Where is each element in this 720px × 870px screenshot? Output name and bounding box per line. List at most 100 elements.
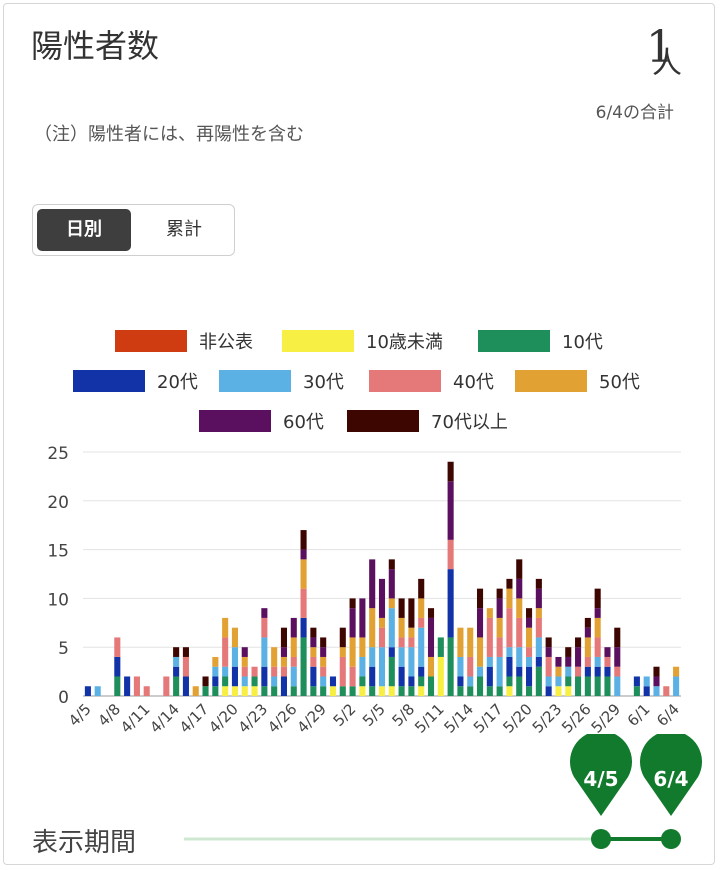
bar-segment[interactable] (594, 617, 601, 638)
bar-segment[interactable] (526, 617, 533, 628)
bar-segment[interactable] (241, 666, 248, 677)
bar-segment[interactable] (555, 676, 562, 687)
bar-segment[interactable] (516, 617, 523, 648)
bar-segment[interactable] (359, 676, 366, 687)
bar-segment[interactable] (447, 461, 454, 482)
bar-segment[interactable] (241, 676, 248, 687)
bar-segment[interactable] (476, 588, 484, 609)
bar-segment[interactable] (378, 617, 386, 628)
bar-segment[interactable] (516, 676, 523, 696)
tab-cumulative[interactable]: 累計 (166, 219, 202, 240)
bar-segment[interactable] (369, 559, 376, 609)
bar-segment[interactable] (535, 617, 542, 638)
bar-segment[interactable] (202, 686, 209, 696)
bar-segment[interactable] (378, 627, 386, 648)
bar-segment[interactable] (251, 666, 258, 677)
bar-segment[interactable] (222, 686, 229, 696)
bar-segment[interactable] (261, 686, 268, 696)
bar-segment[interactable] (565, 647, 572, 657)
bar-segment[interactable] (388, 569, 395, 599)
bar-segment[interactable] (369, 686, 376, 696)
bar-segment[interactable] (300, 637, 307, 696)
bar-segment[interactable] (251, 686, 258, 696)
bar-segment[interactable] (486, 686, 493, 696)
bar-segment[interactable] (241, 647, 248, 657)
bar-segment[interactable] (349, 608, 356, 638)
slider-handle-group[interactable]: 4/5 (570, 734, 632, 849)
bar-segment[interactable] (476, 608, 484, 638)
bar-segment[interactable] (398, 637, 405, 648)
bar-segment[interactable] (526, 656, 533, 667)
bar-segment[interactable] (447, 539, 454, 570)
bar-segment[interactable] (418, 666, 425, 677)
bar-segment[interactable] (545, 686, 552, 696)
bar-segment[interactable] (310, 686, 317, 696)
bar-segment[interactable] (408, 686, 415, 696)
bar-segment[interactable] (496, 617, 503, 638)
bar-segment[interactable] (418, 686, 425, 696)
bar-segment[interactable] (575, 647, 582, 667)
bar-segment[interactable] (496, 598, 503, 618)
bar-segment[interactable] (329, 676, 337, 687)
bar-segment[interactable] (212, 686, 219, 696)
bar-segment[interactable] (388, 559, 395, 570)
bar-segment[interactable] (496, 637, 503, 657)
bar-segment[interactable] (280, 647, 288, 657)
bar-segment[interactable] (604, 647, 611, 657)
bar-segment[interactable] (369, 666, 376, 687)
bar-segment[interactable] (418, 578, 425, 599)
bar-segment[interactable] (310, 647, 317, 657)
bar-segment[interactable] (418, 617, 425, 628)
bar-segment[interactable] (584, 617, 591, 628)
bar-segment[interactable] (398, 617, 405, 638)
bar-segment[interactable] (388, 686, 395, 696)
bar-segment[interactable] (163, 676, 170, 696)
bar-segment[interactable] (653, 686, 660, 696)
bar-segment[interactable] (320, 666, 327, 677)
bar-segment[interactable] (398, 647, 405, 667)
bar-segment[interactable] (359, 598, 366, 638)
slider-end-handle[interactable] (661, 829, 681, 849)
bar-segment[interactable] (476, 676, 484, 696)
bar-segment[interactable] (506, 656, 513, 677)
bar-segment[interactable] (212, 656, 219, 667)
bar-segment[interactable] (535, 666, 542, 696)
bar-segment[interactable] (310, 627, 317, 638)
bar-segment[interactable] (339, 656, 346, 687)
bar-segment[interactable] (339, 647, 346, 657)
tab-daily[interactable]: 日別 (37, 209, 131, 251)
bar-segment[interactable] (388, 656, 395, 687)
bar-segment[interactable] (447, 637, 454, 696)
bar-segment[interactable] (271, 676, 278, 687)
bar-segment[interactable] (427, 617, 435, 657)
bar-segment[interactable] (604, 656, 611, 667)
bar-segment[interactable] (526, 627, 533, 648)
bar-segment[interactable] (535, 578, 542, 589)
bar-segment[interactable] (300, 549, 307, 560)
bar-segment[interactable] (467, 627, 474, 657)
bar-segment[interactable] (457, 627, 464, 657)
bar-segment[interactable] (212, 676, 219, 687)
bar-segment[interactable] (408, 598, 415, 628)
bar-segment[interactable] (378, 578, 386, 618)
bar-segment[interactable] (359, 656, 366, 677)
bar-segment[interactable] (173, 656, 180, 667)
bar-segment[interactable] (555, 656, 562, 667)
bar-segment[interactable] (555, 666, 562, 677)
bar-segment[interactable] (378, 686, 386, 696)
bar-segment[interactable] (526, 647, 533, 657)
bar-segment[interactable] (290, 637, 297, 657)
bar-segment[interactable] (545, 656, 552, 677)
bar-segment[interactable] (526, 608, 533, 618)
bar-segment[interactable] (94, 686, 101, 696)
bar-segment[interactable] (457, 656, 464, 677)
bar-segment[interactable] (182, 647, 189, 657)
bar-segment[interactable] (565, 666, 572, 677)
bar-segment[interactable] (506, 608, 513, 648)
bar-segment[interactable] (476, 666, 484, 677)
bar-segment[interactable] (594, 656, 601, 667)
bar-segment[interactable] (653, 676, 660, 687)
bar-segment[interactable] (339, 686, 346, 696)
bar-segment[interactable] (212, 666, 219, 677)
bar-segment[interactable] (516, 666, 523, 677)
